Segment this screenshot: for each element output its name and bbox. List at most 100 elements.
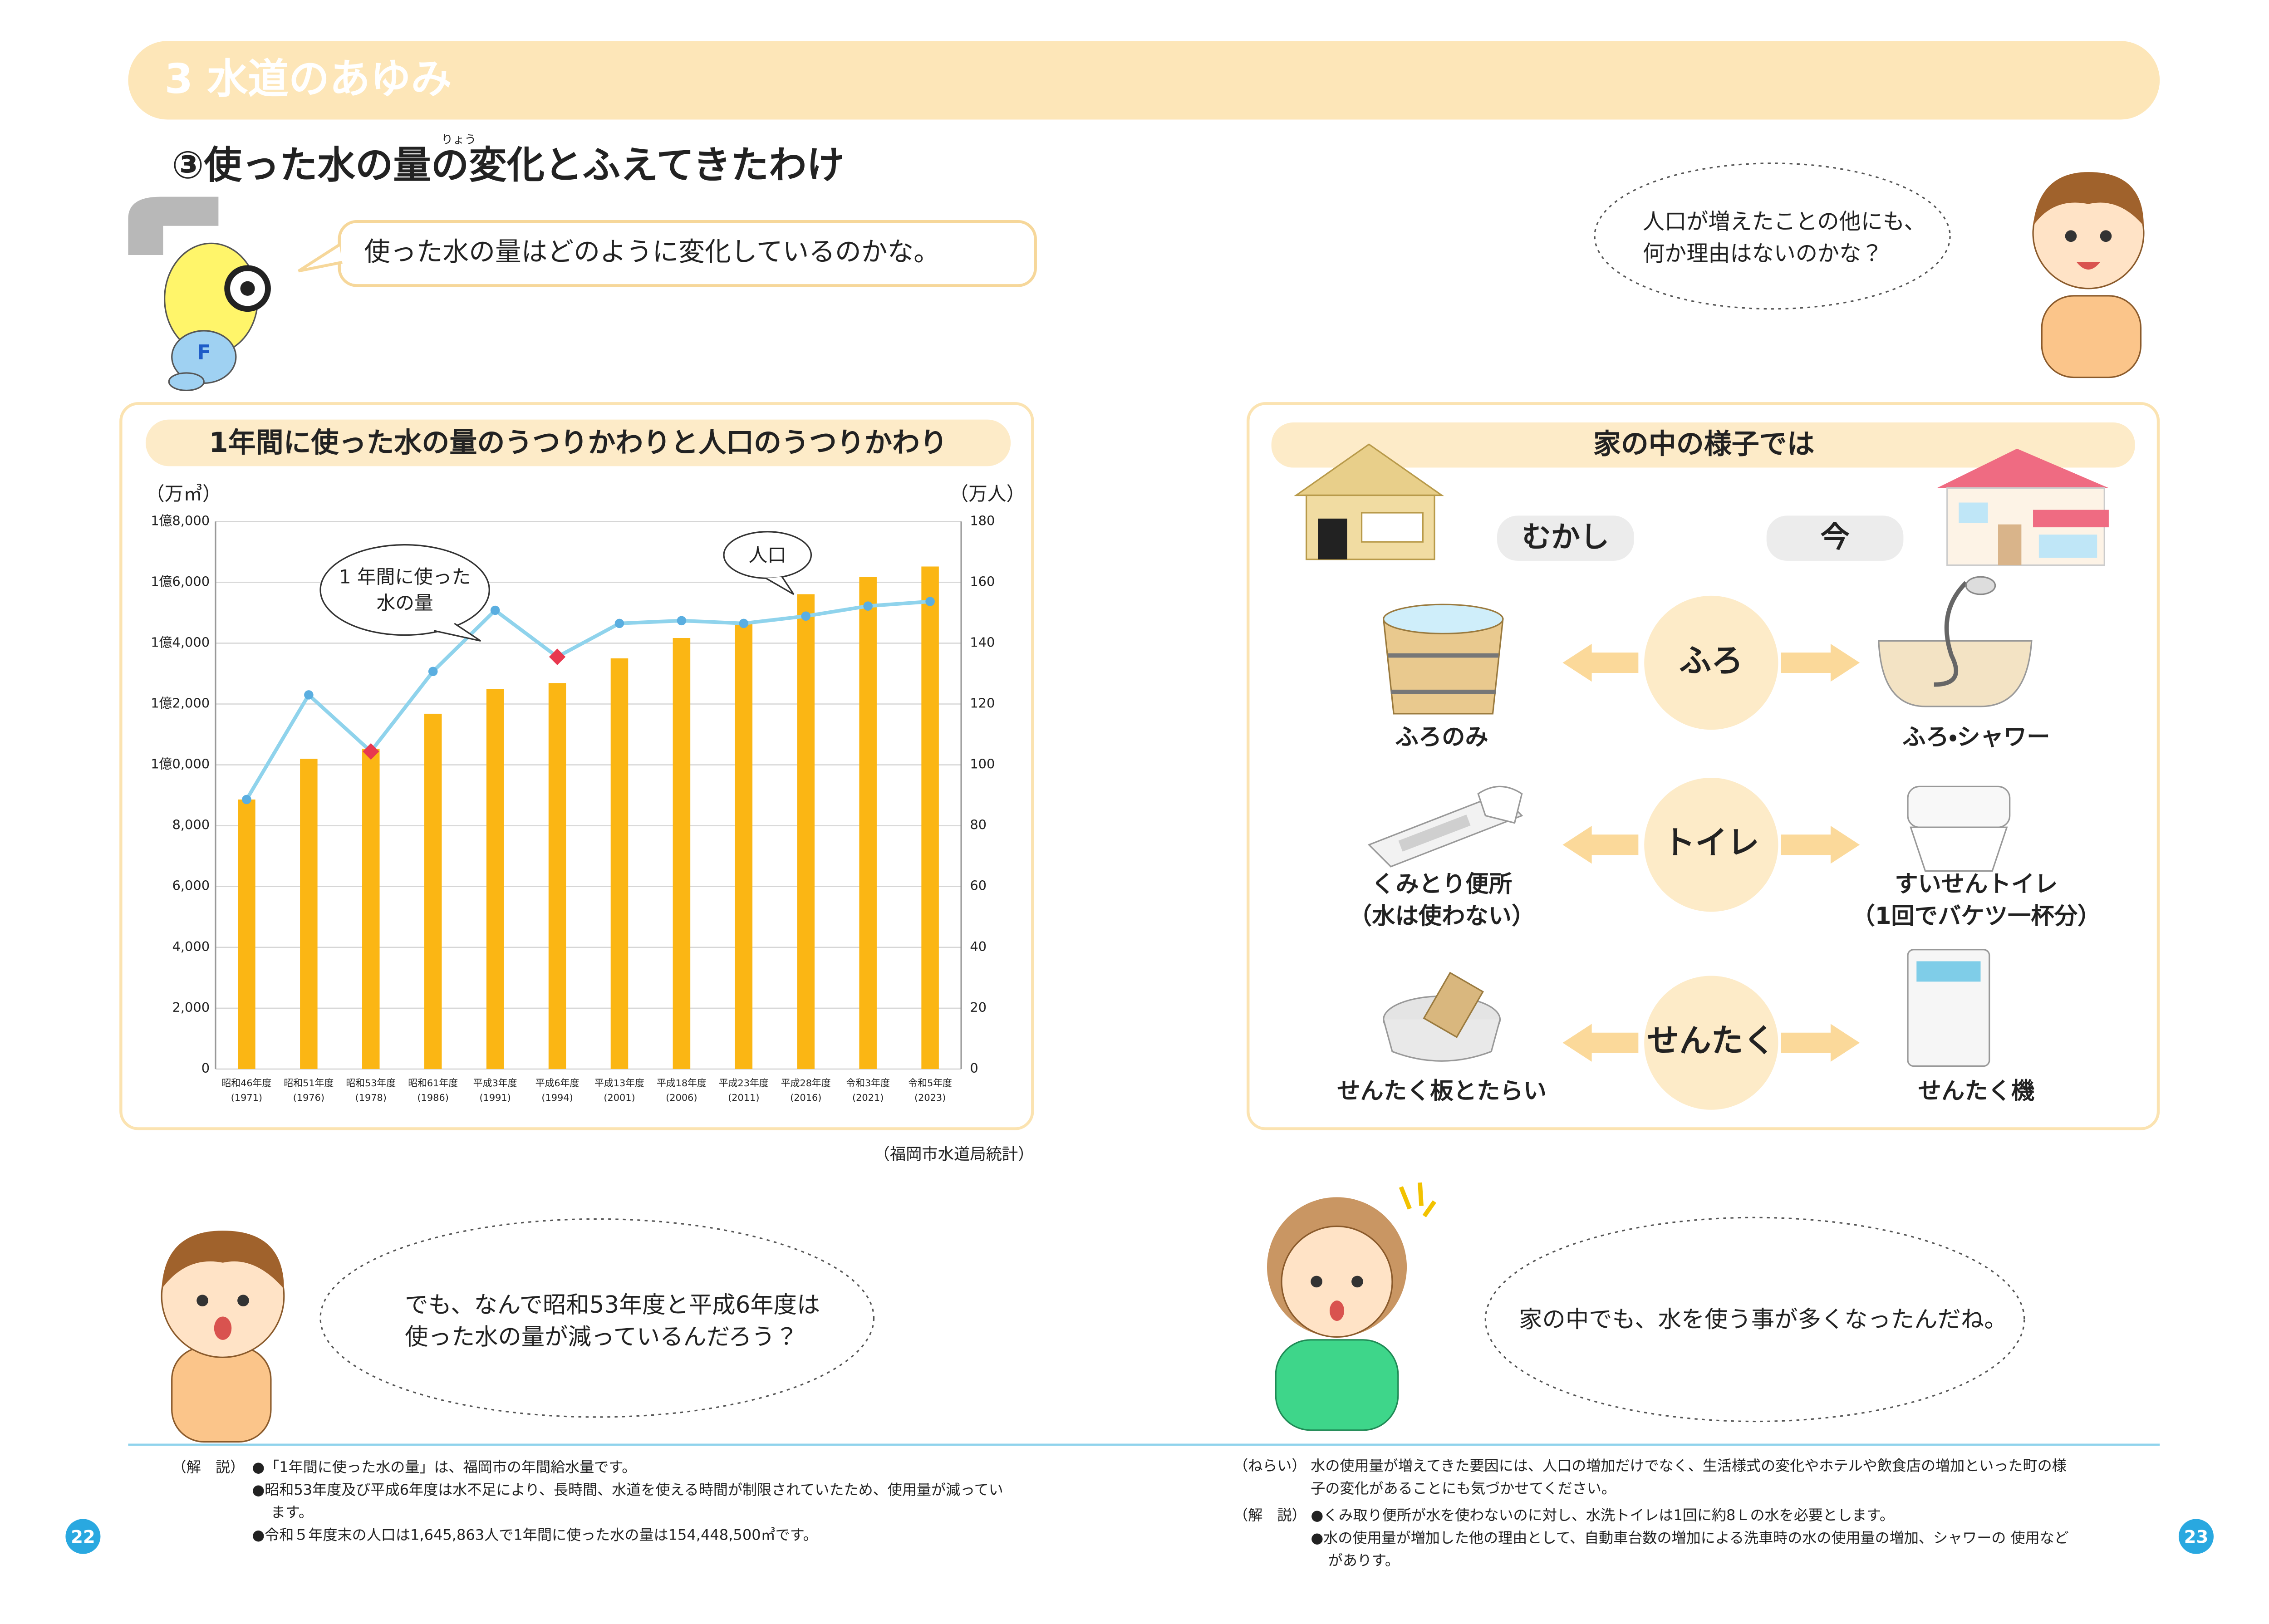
section-title: 3 水道のあゆみ <box>165 56 452 103</box>
point <box>677 616 687 626</box>
y-tick-label: 0 <box>201 1060 210 1076</box>
section-banner <box>128 41 2160 120</box>
topic-circle <box>1644 778 1778 912</box>
x-tick-label: 平成6年度 <box>535 1078 580 1089</box>
arrows <box>1562 595 1860 1110</box>
bar <box>735 622 753 1069</box>
x-tick-label: 令和3年度 <box>846 1078 890 1089</box>
line <box>245 599 930 801</box>
y-tick-label: 1億6,000 <box>151 574 210 589</box>
old-house-icon <box>1294 443 1444 560</box>
past-item: せんたく板とたらい <box>1337 1077 1547 1104</box>
x-tick-label: (2001) <box>604 1092 635 1103</box>
x-tick-label: 平成18年度 <box>657 1078 707 1089</box>
boy-character <box>2032 172 2145 378</box>
now-item: （1回でバケツ一杯分） <box>1852 903 2101 930</box>
x-tick-label: 昭和53年度 <box>346 1078 396 1089</box>
x-tick-label: (2006) <box>666 1092 697 1103</box>
x-tick-label: 平成23年度 <box>719 1078 769 1089</box>
now-item: せんたく機 <box>1918 1077 2035 1104</box>
note-text: がありす。 <box>1328 1552 1400 1569</box>
y-axis-label: （万㎥） <box>146 483 221 505</box>
y2-tick-label: 180 <box>970 513 995 528</box>
x-tick-label: 平成28年度 <box>781 1078 831 1089</box>
page-number-badge <box>65 1519 101 1554</box>
point <box>614 618 624 628</box>
ruby: りょう <box>441 133 476 147</box>
wooden-tub-icon <box>1382 603 1504 715</box>
bubble-text: 人口が増えたことの他にも、 <box>1643 209 1926 234</box>
y-tick-label: 4,000 <box>172 939 210 954</box>
x-tick-label: 平成3年度 <box>473 1078 517 1089</box>
x-tick-label: 昭和46年度 <box>221 1078 271 1089</box>
y-tick-label: 6,000 <box>172 878 210 893</box>
arrow-left <box>1562 1024 1639 1062</box>
note-text: ます。 <box>271 1504 313 1521</box>
x-tick-label: (1986) <box>417 1092 449 1103</box>
y2-tick-label: 140 <box>970 634 995 650</box>
x-tick-label: (2011) <box>728 1092 759 1103</box>
chart-panel <box>119 402 1034 1130</box>
past-item: くみとり便所 <box>1371 871 1512 898</box>
past-item: ふろのみ <box>1395 723 1488 751</box>
note-label: （解 説） <box>172 1458 245 1476</box>
point <box>428 667 438 677</box>
y-tick-label: 1億2,000 <box>151 695 210 711</box>
point <box>863 601 873 611</box>
page-number-badge <box>2178 1519 2214 1554</box>
y-tick-label: 1億0,000 <box>151 756 210 772</box>
past-label: むかし <box>1522 520 1610 554</box>
source: （福岡市水道局統計） <box>874 1145 1034 1163</box>
x-tick-label: (1994) <box>541 1092 573 1103</box>
topic-circle <box>1644 595 1778 730</box>
thought-bubble <box>1594 162 1951 310</box>
callout-text: 1 年間に使った <box>339 565 471 588</box>
flush-toilet-icon <box>1907 785 2011 872</box>
bar <box>859 577 877 1069</box>
y2-tick-label: 80 <box>970 817 987 833</box>
washboard-tub-icon <box>1383 971 1501 1062</box>
bubble-text: でも、なんで昭和53年度と平成6年度は <box>405 1291 820 1319</box>
topic-circle <box>1644 976 1778 1110</box>
page-number: 22 <box>71 1527 95 1547</box>
now-item: すいせんトイレ <box>1895 871 2058 898</box>
point <box>801 611 811 621</box>
note-label: （解 説） <box>1233 1506 1306 1524</box>
y-tick-label: 2,000 <box>172 1000 210 1015</box>
x-tick-label: (2021) <box>852 1092 884 1103</box>
point <box>739 618 749 628</box>
arrow-left <box>1562 643 1639 682</box>
note-text: ●「1年間に使った水の量」は、福岡市の年間給水量です。 <box>252 1458 636 1476</box>
house-panel <box>1247 402 2160 1130</box>
bubble-text: 何か理由はないのかな？ <box>1643 241 1883 266</box>
y2-tick-label: 40 <box>970 939 987 954</box>
point <box>304 690 314 700</box>
x-tick-label: 昭和51年度 <box>284 1078 334 1089</box>
y-tick-label: 1億8,000 <box>151 513 210 528</box>
note-text: 子の変化があることにも気づかせてください。 <box>1311 1480 1616 1497</box>
bar <box>238 799 255 1069</box>
topic-label: せんたく <box>1647 1022 1775 1060</box>
house-title: 家の中の様子では <box>1593 428 1815 460</box>
pit-toilet-icon <box>1367 785 1523 868</box>
y2-tick-label: 120 <box>970 695 995 711</box>
page-number: 23 <box>2184 1527 2209 1547</box>
arrow-left <box>1562 825 1639 864</box>
bubble-text: 家の中でも、水を使う事が多くなったんだね。 <box>1519 1306 2007 1333</box>
x-tick-label: (2016) <box>790 1092 821 1103</box>
x-tick-label: (1978) <box>355 1092 387 1103</box>
bar <box>362 749 380 1069</box>
mascot: F <box>128 196 271 392</box>
bubble-tail <box>298 243 343 273</box>
bar <box>673 638 691 1069</box>
girl-character <box>1267 1182 1436 1431</box>
page-title: ③使った水の量の変化とふえてきたわけ <box>172 143 845 187</box>
now-label: 今 <box>1820 520 1849 554</box>
y2-tick-label: 160 <box>970 574 995 589</box>
note-label: （ねらい） <box>1233 1457 1306 1474</box>
point <box>490 605 500 615</box>
callout-text: 水の量 <box>377 592 433 614</box>
washing-machine-icon <box>1907 949 1990 1067</box>
